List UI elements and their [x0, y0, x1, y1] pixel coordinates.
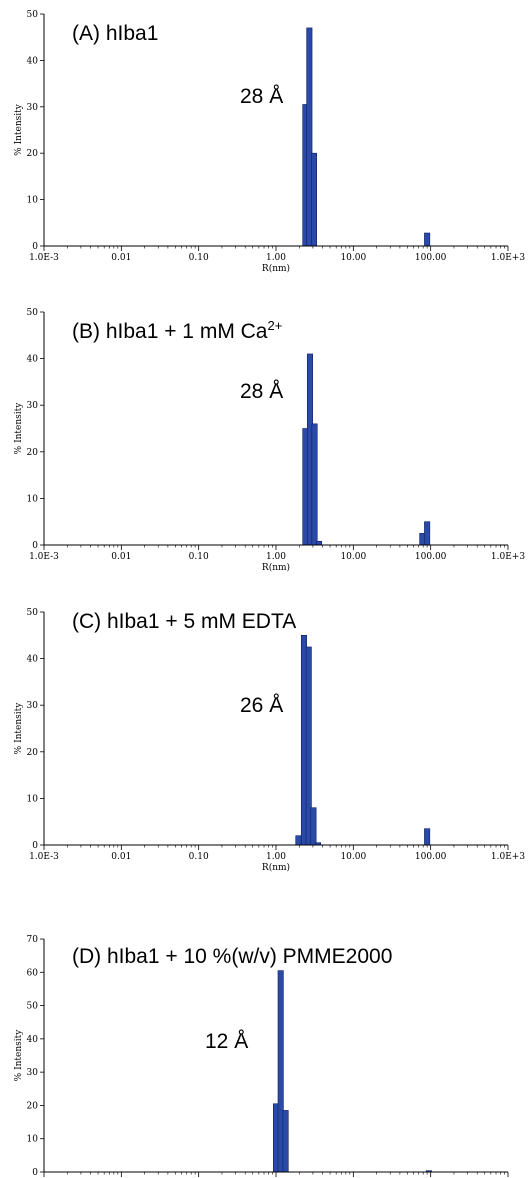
x-tick-label: 1.0E-3 — [29, 552, 59, 562]
y-tick-label: 40 — [27, 655, 39, 665]
x-tick-label: 100.00 — [415, 253, 447, 263]
y-tick-label: 10 — [27, 794, 39, 804]
x-tick-label: 0.01 — [111, 253, 131, 263]
y-tick-label: 0 — [32, 1168, 38, 1178]
x-axis-title: R(nm) — [262, 562, 290, 573]
x-tick-label: 1.0E+3 — [491, 852, 525, 862]
y-tick-label: 10 — [27, 196, 39, 206]
x-tick-label: 1.0E+3 — [491, 552, 525, 562]
x-tick-label: 1.00 — [266, 852, 286, 862]
x-tick-label: 1.00 — [266, 552, 286, 562]
x-tick-label: 0.10 — [189, 552, 209, 562]
bar — [310, 152, 317, 247]
x-tick-label: 0.10 — [189, 852, 209, 862]
x-axis-title: R(nm) — [262, 263, 290, 274]
x-tick-label: 0.01 — [111, 852, 131, 862]
bar — [295, 835, 302, 846]
y-tick-label: 40 — [27, 1035, 39, 1045]
y-tick-label: 50 — [27, 1002, 39, 1012]
size-annotation: 12 Å — [205, 1030, 248, 1053]
bar — [424, 828, 431, 846]
x-tick-label: 0.10 — [189, 253, 209, 263]
y-tick-label: 30 — [27, 1068, 39, 1078]
x-tick-label: 10.00 — [340, 552, 366, 562]
chart-panel-d: 0102030405060701.0E-30.010.101.0010.0010… — [14, 935, 509, 1178]
x-tick-label: 1.00 — [266, 253, 286, 263]
x-tick-label: 10.00 — [340, 253, 366, 263]
x-tick-label: 100.00 — [415, 552, 447, 562]
y-tick-label: 50 — [27, 608, 39, 618]
x-tick-label: 100.00 — [415, 852, 447, 862]
y-tick-label: 0 — [32, 242, 38, 252]
y-tick-label: 0 — [32, 541, 38, 551]
x-tick-label: 10.00 — [340, 852, 366, 862]
bar — [424, 521, 431, 546]
size-annotation: 28 Å — [240, 85, 283, 108]
bar — [316, 540, 323, 546]
y-tick-label: 20 — [27, 448, 39, 458]
bar — [310, 807, 317, 846]
y-tick-label: 20 — [27, 1101, 39, 1111]
y-tick-label: 50 — [27, 10, 39, 20]
chart-panel-b: 0 10 20 30 40 50 1.0E-3 0.01 0.10 1.00 10.00 100.00… — [14, 308, 525, 573]
y-tick-label: 30 — [27, 103, 39, 113]
panel-title: (B) hIba1 + 1 mM Ca2+ — [72, 318, 282, 343]
bar — [424, 232, 431, 247]
size-annotation: 26 Å — [240, 694, 283, 717]
size-annotation: 28 Å — [240, 380, 283, 403]
y-tick-label: 30 — [27, 701, 39, 711]
x-tick-label: 1.0E+3 — [491, 253, 525, 263]
chart-panel-c: 0 10 20 30 40 50 1.0E-3 0.01 0.10 1.00 10.00 100.00… — [14, 608, 525, 873]
y-tick-label: 50 — [27, 308, 39, 318]
panel-title: (D) hIba1 + 10 %(w/v) PMME2000 — [72, 945, 392, 968]
x-axis-title: R(nm) — [262, 862, 290, 873]
chart-panel-a: 0 10 20 30 40 50 1.0E-3 0.01 0.10 1.00 10.00 100.00… — [14, 10, 525, 274]
panel-title-superscript: 2+ — [268, 318, 283, 333]
x-tick-label: 1.0E-3 — [29, 852, 59, 862]
y-axis-title: % Intensity — [14, 702, 24, 755]
y-tick-label: 0 — [32, 841, 38, 851]
y-tick-label: 30 — [27, 401, 39, 411]
y-tick-label: 20 — [27, 149, 39, 159]
y-tick-label: 20 — [27, 748, 39, 758]
bar — [277, 970, 284, 1173]
y-tick-label: 40 — [27, 355, 39, 365]
y-axis-title: % Intensity — [14, 402, 24, 455]
bar — [311, 423, 318, 546]
y-axis-title: % Intensity — [14, 103, 24, 156]
x-tick-label: 0.01 — [111, 552, 131, 562]
y-tick-label: 70 — [27, 935, 39, 945]
bar — [282, 1110, 289, 1173]
y-tick-label: 10 — [27, 1135, 39, 1145]
panel-title: (A) hIba1 — [72, 22, 158, 45]
y-tick-label: 60 — [27, 968, 39, 978]
y-axis-title: % Intensity — [14, 1029, 24, 1082]
y-tick-label: 40 — [27, 56, 39, 66]
y-tick-label: 10 — [27, 494, 39, 504]
panel-title: (C) hIba1 + 5 mM EDTA — [72, 610, 296, 633]
x-tick-label: 1.0E-3 — [29, 253, 59, 263]
